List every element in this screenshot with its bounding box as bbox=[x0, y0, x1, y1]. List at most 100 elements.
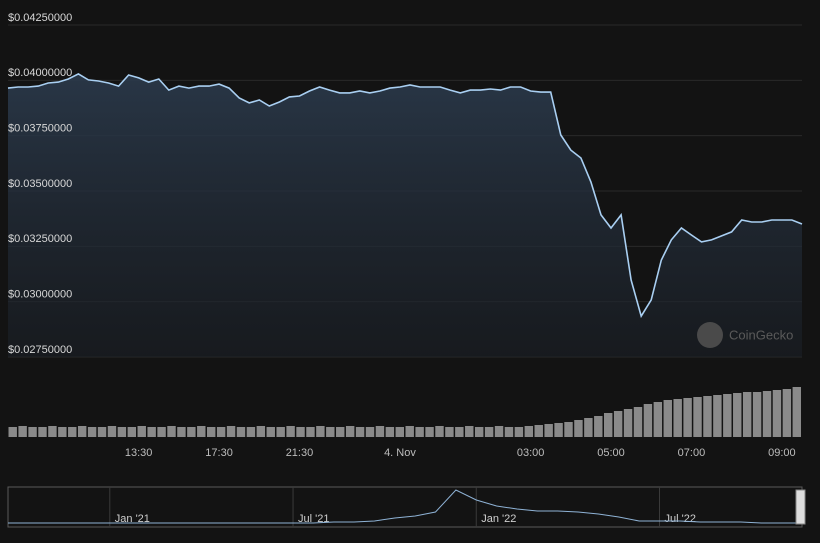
volume-bar bbox=[395, 427, 404, 437]
price-area bbox=[8, 73, 802, 358]
volume-bar bbox=[187, 427, 196, 437]
x-tick-label: 13:30 bbox=[125, 447, 153, 459]
volume-bar bbox=[623, 409, 633, 437]
volume-bar bbox=[226, 426, 236, 437]
navigator-label: Jan '21 bbox=[115, 513, 150, 525]
volume-bar bbox=[216, 427, 226, 437]
volume-bar bbox=[633, 407, 643, 437]
volume-bar bbox=[207, 427, 216, 437]
volume-bar bbox=[296, 427, 305, 437]
volume-bar bbox=[316, 426, 325, 437]
volume-bar bbox=[474, 427, 484, 437]
volume-bar bbox=[77, 426, 87, 437]
volume-bar bbox=[792, 387, 801, 437]
volume-bar bbox=[683, 398, 692, 437]
volume-bar bbox=[58, 427, 67, 437]
volume-bar bbox=[613, 411, 623, 437]
volume-bar bbox=[465, 426, 474, 437]
volume-bar bbox=[405, 426, 414, 437]
x-tick-label: 17:30 bbox=[205, 447, 233, 459]
volume-bar bbox=[445, 427, 454, 437]
y-tick-label: $0.04000000 bbox=[8, 67, 72, 79]
volume-bar bbox=[673, 399, 682, 437]
volume-bar bbox=[177, 427, 186, 437]
volume-bar bbox=[713, 395, 722, 437]
navigator-label: Jul '21 bbox=[298, 513, 329, 525]
volume-bar bbox=[604, 413, 613, 437]
volume-bar bbox=[484, 427, 494, 437]
volume-bar bbox=[276, 427, 285, 437]
y-tick-label: $0.03500000 bbox=[8, 178, 72, 190]
volume-bar bbox=[703, 396, 712, 437]
volume-bar bbox=[723, 394, 732, 437]
volume-bar bbox=[385, 427, 395, 437]
volume-bar bbox=[554, 423, 563, 437]
volume-bar bbox=[435, 426, 444, 437]
navigator-label: Jan '22 bbox=[481, 513, 516, 525]
volume-bar bbox=[355, 427, 365, 437]
volume-bar bbox=[772, 390, 782, 437]
volume-bar bbox=[733, 393, 742, 437]
volume-bar bbox=[762, 391, 772, 437]
volume-bar bbox=[117, 427, 127, 437]
y-tick-label: $0.03000000 bbox=[8, 289, 72, 301]
volume-bar bbox=[246, 427, 256, 437]
x-tick-label: 05:00 bbox=[597, 447, 625, 459]
volume-bar bbox=[167, 426, 176, 437]
volume-bar bbox=[544, 424, 553, 437]
volume-bar bbox=[48, 426, 57, 437]
navigator-handle[interactable] bbox=[795, 489, 806, 525]
x-tick-label: 09:00 bbox=[768, 447, 796, 459]
volume-bar bbox=[336, 427, 345, 437]
volume-bar bbox=[594, 416, 603, 437]
volume-bar bbox=[524, 426, 534, 437]
volume-bar bbox=[147, 427, 156, 437]
volume-bar bbox=[504, 427, 514, 437]
volume-bar bbox=[574, 420, 583, 437]
volume-bar bbox=[693, 397, 702, 437]
volume-bar bbox=[752, 392, 762, 437]
volume-bar bbox=[127, 427, 137, 437]
volume-bar bbox=[266, 427, 275, 437]
volume-bar bbox=[137, 426, 146, 437]
watermark: CoinGecko bbox=[729, 327, 793, 342]
volume-bar bbox=[375, 426, 385, 437]
volume-bar bbox=[326, 427, 335, 437]
volume-bar bbox=[455, 427, 464, 437]
volume-bar bbox=[87, 427, 97, 437]
volume-bar bbox=[742, 392, 752, 437]
x-tick-label: 03:00 bbox=[517, 447, 545, 459]
volume-bar bbox=[107, 426, 117, 437]
volume-bar bbox=[68, 427, 77, 437]
volume-bar bbox=[28, 427, 37, 437]
volume-bar bbox=[306, 427, 315, 437]
y-tick-label: $0.04250000 bbox=[8, 12, 72, 24]
volume-bar bbox=[236, 427, 246, 437]
volume-bar bbox=[18, 426, 27, 437]
watermark-logo bbox=[697, 322, 723, 348]
y-tick-label: $0.03750000 bbox=[8, 123, 72, 135]
volume-bar bbox=[157, 427, 166, 437]
y-tick-label: $0.03250000 bbox=[8, 233, 72, 245]
price-line bbox=[7, 72, 803, 319]
volume-bar bbox=[365, 427, 375, 437]
volume-bar bbox=[534, 425, 543, 437]
volume-bar bbox=[256, 426, 266, 437]
x-tick-label: 07:00 bbox=[678, 447, 706, 459]
volume-bar bbox=[584, 418, 593, 437]
volume-bar bbox=[653, 402, 663, 437]
volume-bar bbox=[514, 427, 524, 437]
volume-bar bbox=[643, 404, 653, 437]
volume-bar bbox=[345, 426, 355, 437]
x-tick-label: 21:30 bbox=[286, 447, 314, 459]
volume-bar bbox=[8, 427, 17, 437]
volume-bar bbox=[782, 389, 792, 437]
volume-bar bbox=[425, 427, 434, 437]
volume-bar bbox=[663, 400, 672, 437]
volume-bar bbox=[564, 422, 573, 437]
volume-bar bbox=[494, 426, 504, 437]
navigator-label: Jul '22 bbox=[664, 513, 695, 525]
volume-bar bbox=[197, 426, 206, 437]
